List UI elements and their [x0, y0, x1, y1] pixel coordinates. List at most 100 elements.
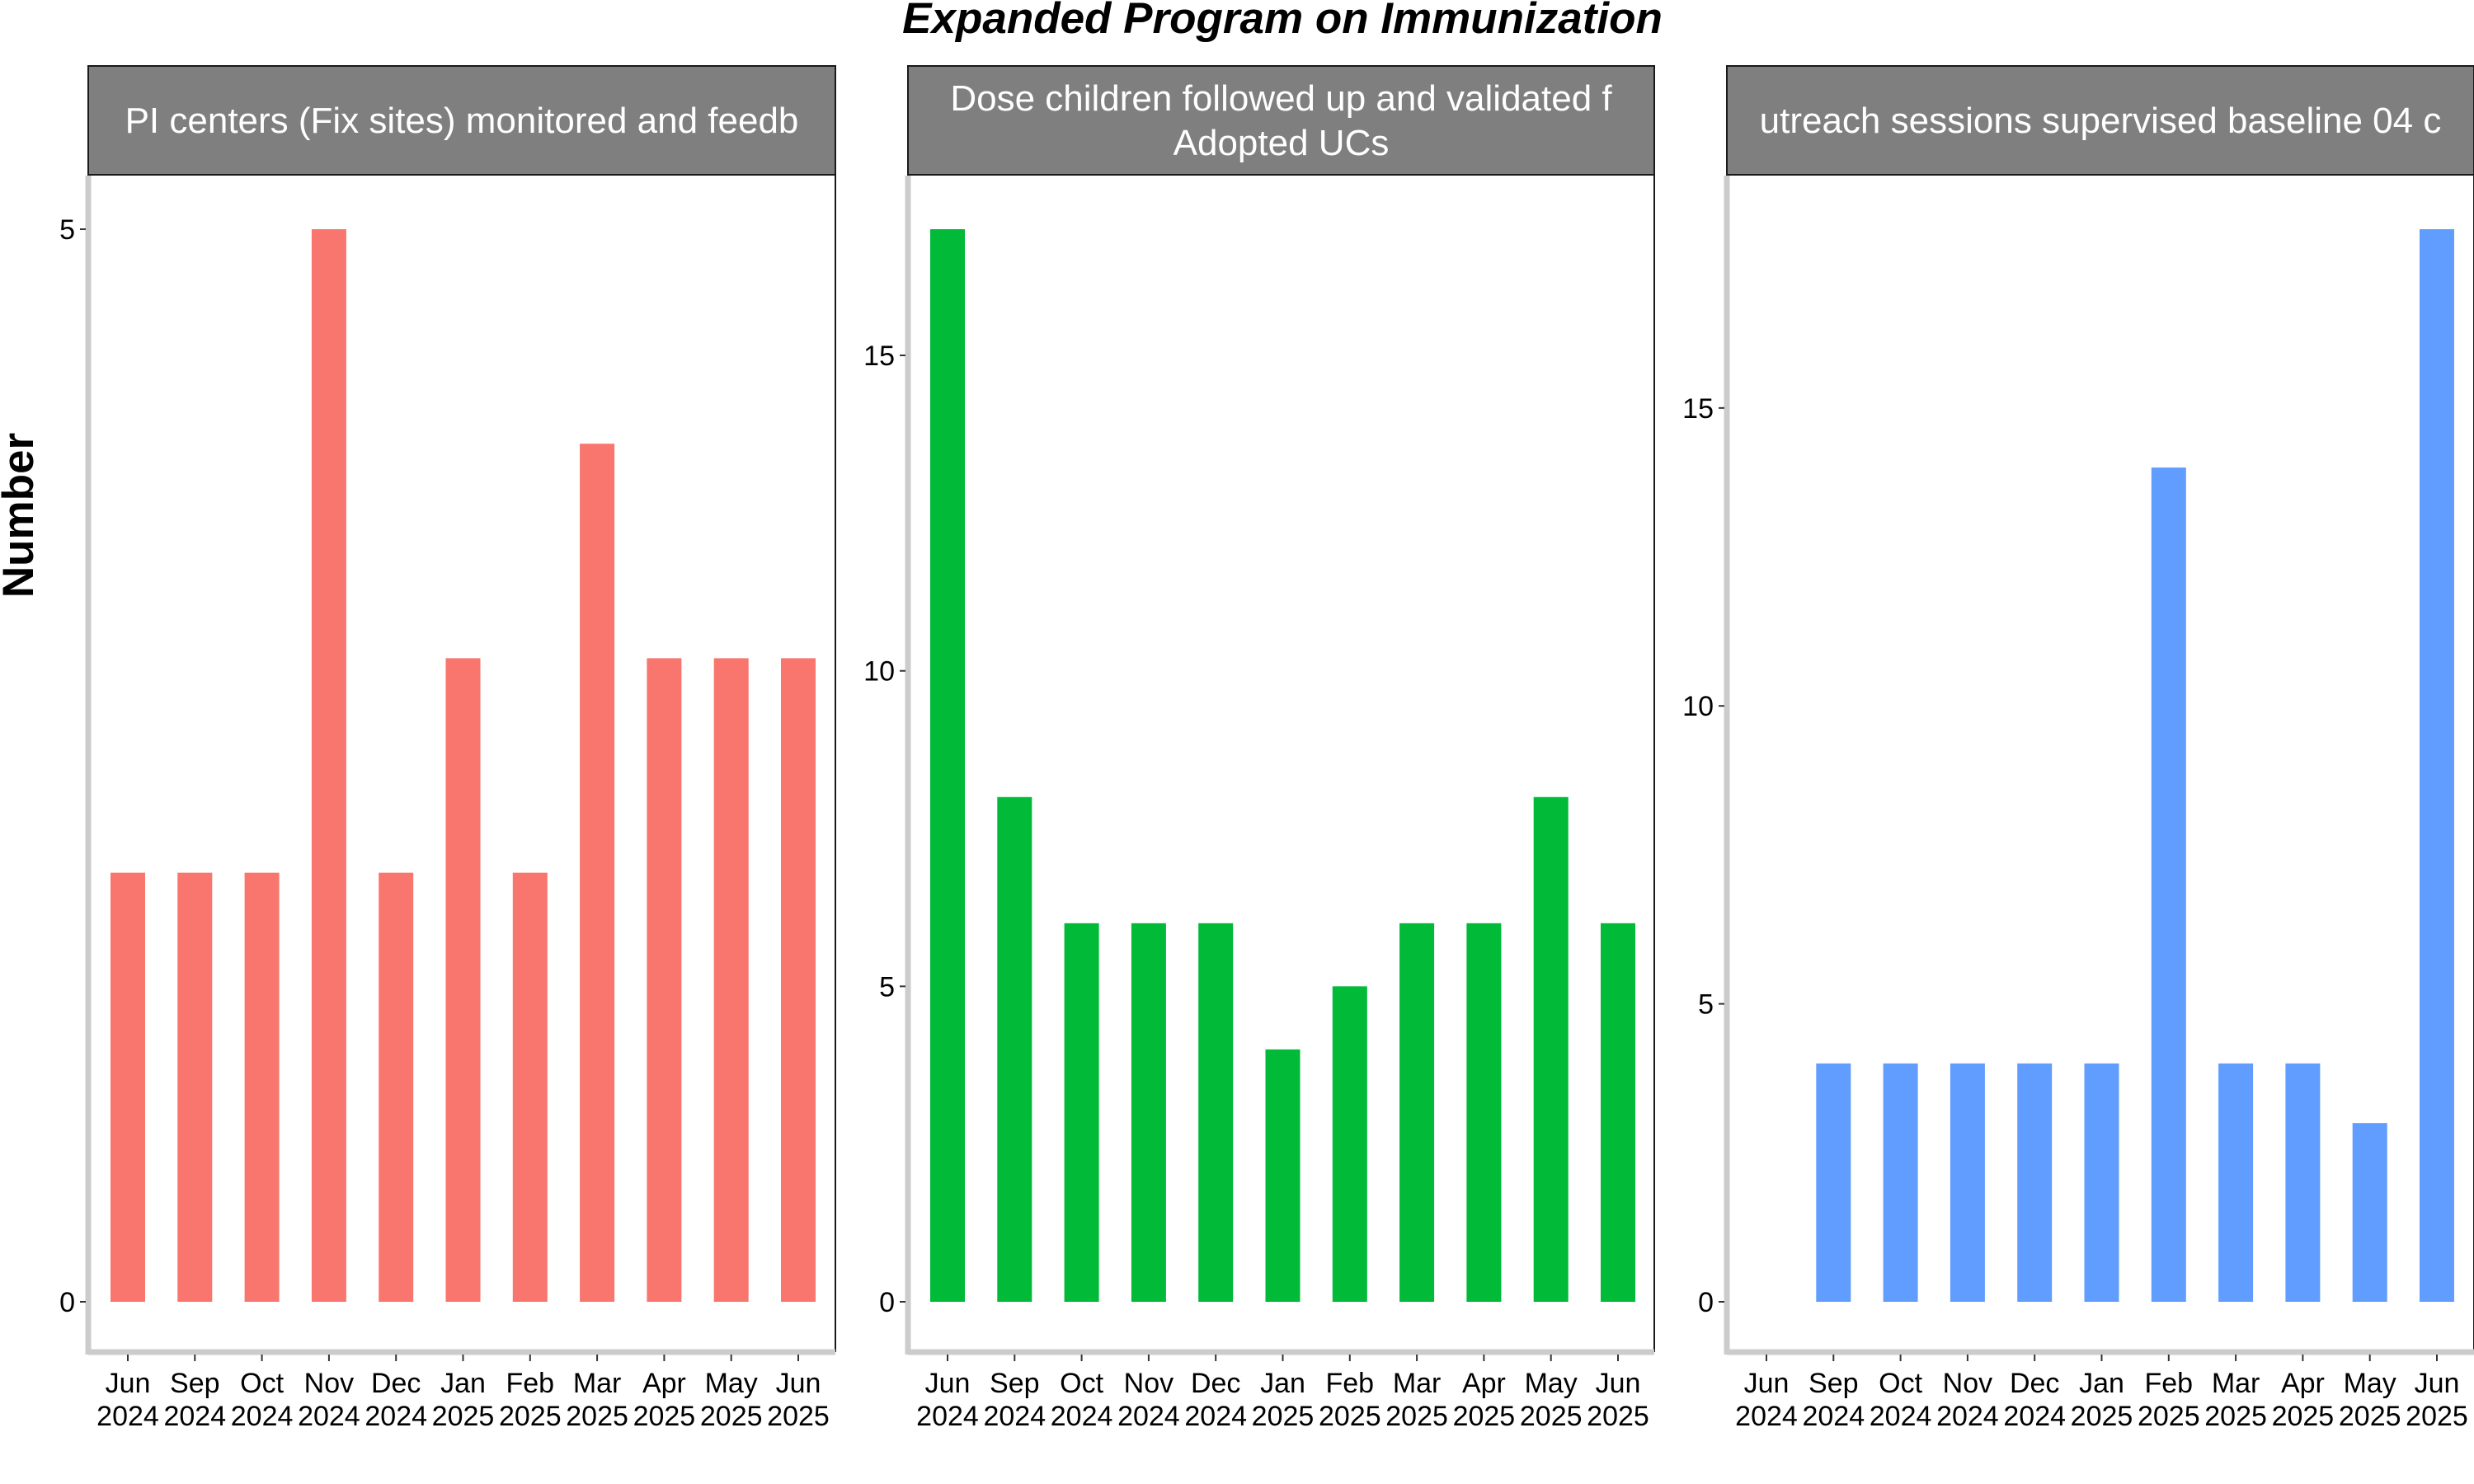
x-tick-label-year: 2024	[1117, 1401, 1180, 1432]
x-tick-label-month: Jan	[2079, 1368, 2124, 1399]
bar	[2218, 1063, 2254, 1302]
x-tick-label-year: 2024	[1936, 1401, 1999, 1432]
facet-strip	[907, 65, 1655, 176]
x-tick-label-year: 2025	[499, 1401, 562, 1432]
x-tick-label-year: 2025	[1319, 1401, 1381, 1432]
bar	[311, 229, 346, 1302]
bar	[713, 658, 749, 1302]
y-tick-label: 5	[879, 971, 895, 1003]
x-tick-label-month: Sep	[170, 1368, 220, 1399]
y-tick-label: 0	[59, 1287, 75, 1318]
x-tick-label-year: 2025	[1587, 1401, 1649, 1432]
x-tick-label-month: Jun	[1596, 1368, 1641, 1399]
x-tick-label-year: 2025	[2272, 1401, 2335, 1432]
y-tick-label: 5	[59, 214, 75, 246]
facet-strip-text: Adopted UCs	[1174, 123, 1390, 163]
x-tick-label-month: Jun	[106, 1368, 151, 1399]
x-tick-label-year: 2025	[1520, 1401, 1583, 1432]
bar	[445, 658, 481, 1302]
x-tick-label-year: 2024	[231, 1401, 294, 1432]
y-tick-label: 5	[1698, 989, 1714, 1021]
bar	[1399, 923, 1435, 1302]
bar	[2151, 467, 2186, 1302]
x-tick-label-month: Mar	[573, 1368, 622, 1399]
x-tick-label-month: May	[705, 1368, 758, 1399]
x-tick-label-year: 2025	[2204, 1401, 2267, 1432]
x-tick-label-month: Oct	[1879, 1368, 1922, 1399]
x-tick-label-month: Dec	[371, 1368, 421, 1399]
x-tick-label-month: Jun	[2415, 1368, 2460, 1399]
x-tick-label-month: Mar	[2212, 1368, 2260, 1399]
bar	[781, 658, 816, 1302]
bar	[2285, 1063, 2321, 1302]
bar	[1950, 1063, 1985, 1302]
x-tick-label-month: Jan	[1260, 1368, 1305, 1399]
bar	[1466, 923, 1502, 1302]
x-tick-label-month: Sep	[1808, 1368, 1859, 1399]
y-tick-label: 0	[879, 1287, 895, 1318]
bar	[1816, 1063, 1851, 1302]
x-tick-label-month: May	[2344, 1368, 2396, 1399]
y-tick-label: 15	[1682, 393, 1714, 425]
bar	[1533, 796, 1569, 1302]
x-tick-label-month: Apr	[642, 1368, 686, 1399]
y-tick-label: 15	[863, 340, 895, 372]
bar	[2084, 1063, 2119, 1302]
x-tick-label-year: 2024	[1735, 1401, 1798, 1432]
x-tick-label-year: 2024	[1184, 1401, 1247, 1432]
x-tick-label-month: Sep	[990, 1368, 1040, 1399]
x-tick-label-year: 2025	[432, 1401, 495, 1432]
x-tick-label-month: Nov	[304, 1368, 354, 1399]
facet-panels: PI centers (Fix sites) monitored and fee…	[59, 65, 2474, 1432]
bar	[1131, 923, 1166, 1302]
x-tick-label-year: 2025	[566, 1401, 628, 1432]
x-tick-label-year: 2024	[1870, 1401, 1932, 1432]
x-tick-label-month: Feb	[1326, 1368, 1375, 1399]
x-tick-label-year: 2025	[767, 1401, 830, 1432]
x-tick-label-year: 2024	[96, 1401, 159, 1432]
x-tick-label-year: 2025	[700, 1401, 763, 1432]
x-tick-label-year: 2024	[1051, 1401, 1113, 1432]
x-tick-label-year: 2024	[1802, 1401, 1865, 1432]
bar	[997, 796, 1032, 1302]
facet-strip-text: Dose children followed up and validated …	[950, 78, 1612, 119]
x-tick-label-month: Mar	[1393, 1368, 1442, 1399]
facet-panel-2: Dose children followed up and validated …	[863, 65, 1655, 1432]
x-tick-label-month: Jan	[440, 1368, 486, 1399]
x-tick-label-month: May	[1525, 1368, 1578, 1399]
x-tick-label-year: 2025	[2138, 1401, 2200, 1432]
facet-strip-text: utreach sessions supervised baseline 04 …	[1760, 101, 2442, 141]
y-tick-label: 10	[1682, 691, 1714, 722]
x-tick-label-year: 2025	[2071, 1401, 2133, 1432]
x-tick-label-month: Dec	[1191, 1368, 1240, 1399]
x-tick-label-year: 2025	[1252, 1401, 1315, 1432]
facet-strip	[87, 65, 836, 176]
bar	[111, 872, 145, 1302]
bar	[1198, 923, 1234, 1302]
bar	[379, 872, 414, 1302]
x-tick-label-month: Apr	[2281, 1368, 2325, 1399]
facet-strip	[1726, 65, 2474, 176]
x-tick-label-year: 2024	[983, 1401, 1046, 1432]
x-tick-label-month: Apr	[1462, 1368, 1506, 1399]
bar	[1601, 923, 1635, 1302]
x-tick-label-year: 2025	[633, 1401, 696, 1432]
bar	[2352, 1123, 2387, 1302]
facet-strip-label: utreach sessions supervised baseline 04 …	[1760, 101, 2442, 141]
bar	[1265, 1049, 1300, 1302]
x-tick-label-year: 2024	[298, 1401, 360, 1432]
bar	[2017, 1063, 2053, 1302]
chart-title: Expanded Program on Immunization	[902, 0, 1663, 43]
x-tick-label-month: Nov	[1943, 1368, 1992, 1399]
facet-strip-label: PI centers (Fix sites) monitored and fee…	[125, 101, 799, 141]
bar	[1064, 923, 1099, 1302]
x-tick-label-year: 2024	[916, 1401, 979, 1432]
bar	[177, 872, 213, 1302]
x-tick-label-month: Jun	[776, 1368, 821, 1399]
bar	[2420, 229, 2454, 1302]
bar	[1332, 986, 1367, 1302]
x-tick-label-month: Oct	[1060, 1368, 1103, 1399]
x-tick-label-month: Dec	[2010, 1368, 2059, 1399]
x-tick-label-year: 2025	[1385, 1401, 1448, 1432]
